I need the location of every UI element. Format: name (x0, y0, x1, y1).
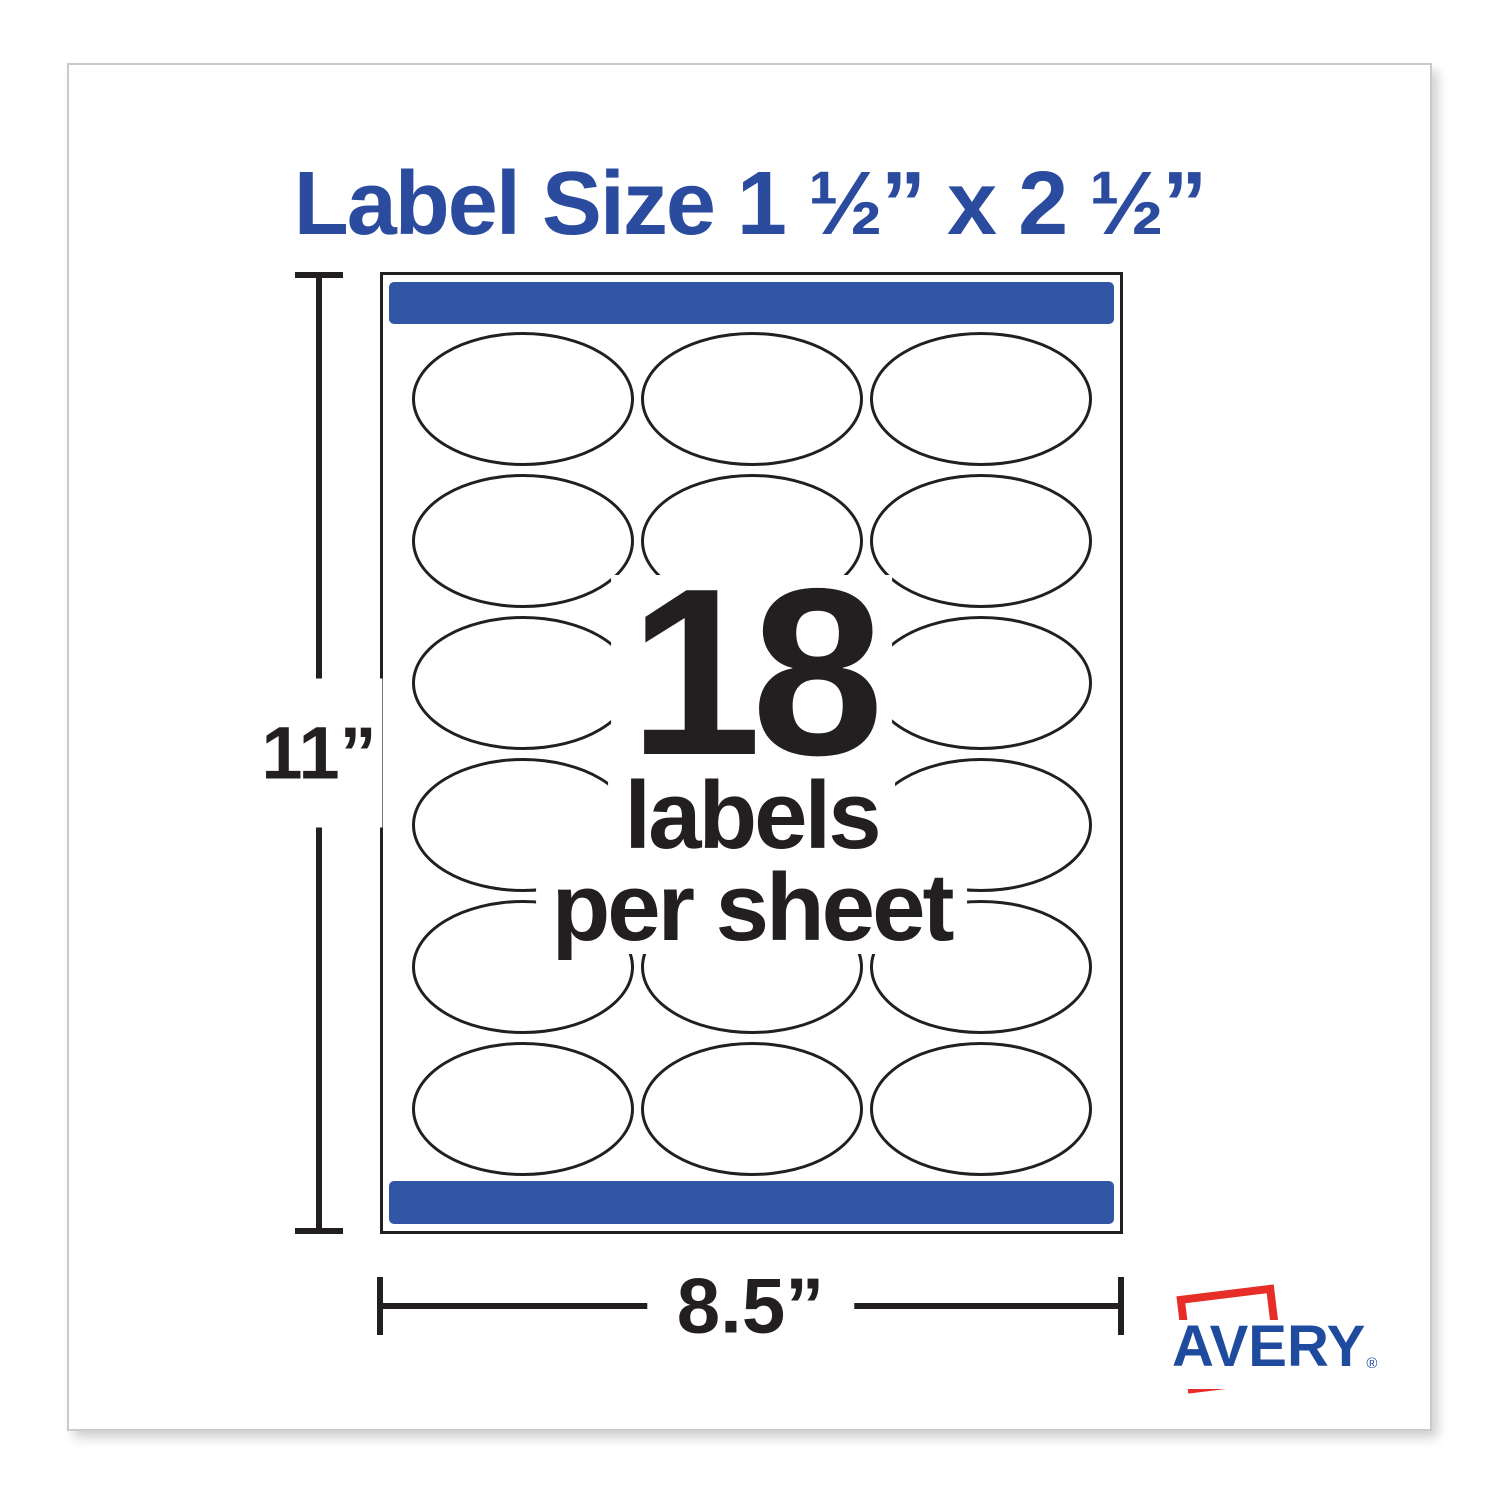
width-dimension-cap-right (1118, 1277, 1124, 1335)
labels-caption-line2: per sheet (535, 860, 968, 956)
labels-caption-line1: labels (608, 768, 895, 864)
avery-wordmark: AVERY® (1166, 1318, 1383, 1389)
width-dimension: 8.5” (377, 1260, 1124, 1352)
label-oval (412, 900, 634, 1034)
labels-per-sheet-callout: 18 labels per sheet (535, 554, 968, 956)
sheet-outline: 18 labels per sheet (380, 272, 1123, 1234)
label-oval (870, 900, 1092, 1034)
avery-brand-name: AVERY (1172, 1314, 1366, 1379)
height-dimension-label: 11” (255, 678, 383, 828)
product-diagram-card: Label Size 1 ½” x 2 ½” 18 labels per she… (67, 63, 1432, 1431)
label-oval (870, 474, 1092, 608)
diagram-title: Label Size 1 ½” x 2 ½” (293, 154, 1207, 254)
label-oval (870, 332, 1092, 466)
registered-mark: ® (1366, 1355, 1378, 1372)
label-oval (412, 1042, 634, 1176)
labels-count: 18 (611, 554, 892, 792)
height-dimension-cap-bottom (295, 1228, 343, 1234)
top-color-bar (389, 282, 1114, 324)
width-dimension-label: 8.5” (646, 1260, 855, 1352)
label-oval (412, 474, 634, 608)
avery-logo: AVERY® (1162, 1282, 1492, 1422)
label-oval (412, 332, 634, 466)
width-dimension-cap-left (377, 1277, 383, 1335)
height-dimension-cap-top (295, 272, 343, 278)
height-dimension: 11” (255, 272, 383, 1234)
label-oval (641, 332, 863, 466)
label-oval (641, 1042, 863, 1176)
label-oval (870, 1042, 1092, 1176)
bottom-color-bar (389, 1181, 1114, 1224)
